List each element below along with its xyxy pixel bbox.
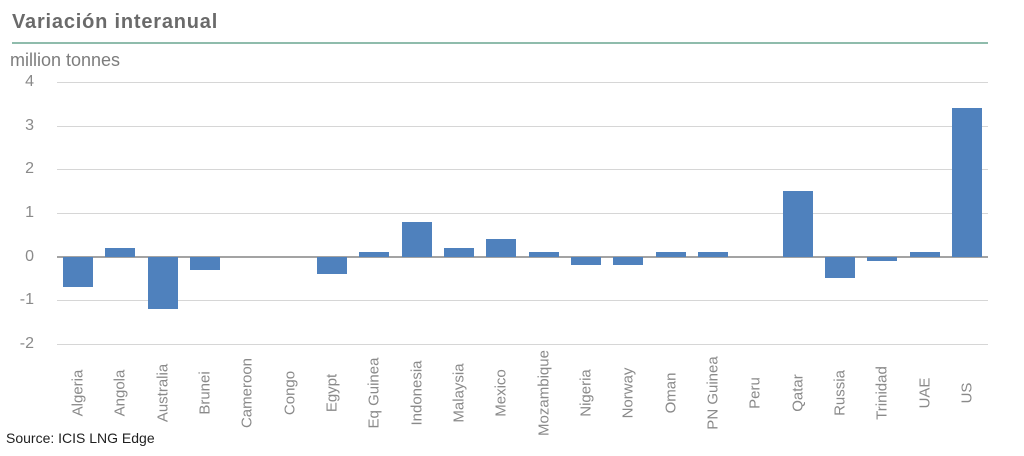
title-underline [12,42,988,44]
y-axis-tick-label: 3 [25,116,34,134]
x-axis-label-brunei: Brunei [196,371,214,415]
x-axis-label-mexico: Mexico [492,369,510,417]
x-axis-label-trinidad: Trinidad [873,366,891,420]
bar-australia [147,256,178,310]
bar-russia [824,256,855,279]
x-axis-label-indonesia: Indonesia [408,360,426,426]
x-axis-label-angola: Angola [111,369,129,417]
gridline [57,213,988,214]
x-axis-label-russia: Russia [831,370,849,416]
y-axis-tick-label: -2 [19,335,34,352]
y-axis-tick-label: 2 [25,160,34,178]
bar-us [951,108,982,257]
bar-mexico [486,239,517,257]
zero-gridline [57,255,988,258]
x-axis-label-oman: Oman [662,372,680,414]
axis-unit-label: million tonnes [10,50,121,70]
bar-malaysia [444,247,475,257]
gridline [57,300,988,302]
bar-nigeria [570,256,601,266]
bar-uae [909,252,940,257]
bar-trinidad [867,256,898,262]
x-axis-label-cameroon: Cameroon [238,357,256,429]
bar-indonesia [401,221,432,257]
source-note: Source: ICIS LNG Edge [6,430,155,446]
x-axis-label-nigeria: Nigeria [577,369,595,417]
gridline [57,125,988,127]
x-axis-label-norway: Norway [619,367,637,419]
x-axis-label-congo: Congo [281,370,299,416]
bar-qatar [782,191,813,257]
x-axis-label-peru: Peru [746,377,764,409]
x-axis-label-pn-guinea: PN Guinea [704,356,722,430]
bar-brunei [190,256,221,270]
bar-pn-guinea [697,252,728,257]
gridline [57,82,988,83]
x-axis-label-egypt: Egypt [323,373,341,413]
gridline [57,344,988,345]
y-axis-tick-label: 0 [25,247,34,265]
x-axis-label-us: US [958,382,976,404]
gridline [57,169,988,171]
x-axis-label-eq-guinea: Eq Guinea [365,357,383,429]
x-axis-label-uae: UAE [916,377,934,409]
chart-title: Variación interanual [12,11,219,33]
y-axis-tick-label: 4 [25,73,34,90]
bar-mozambique [528,252,559,257]
x-axis-label-malaysia: Malaysia [450,363,468,423]
bar-eq-guinea [359,252,390,257]
y-axis-tick-label: 1 [25,204,34,221]
bar-egypt [317,256,348,275]
x-axis-label-mozambique: Mozambique [535,350,553,436]
bar-norway [613,256,644,266]
y-axis-tick-label: -1 [19,291,34,309]
bar-oman [655,252,686,257]
x-axis-label-australia: Australia [154,363,172,423]
bar-angola [105,247,136,257]
x-axis-label-qatar: Qatar [789,374,807,412]
x-axis-label-algeria: Algeria [69,369,87,417]
bar-algeria [63,256,94,288]
